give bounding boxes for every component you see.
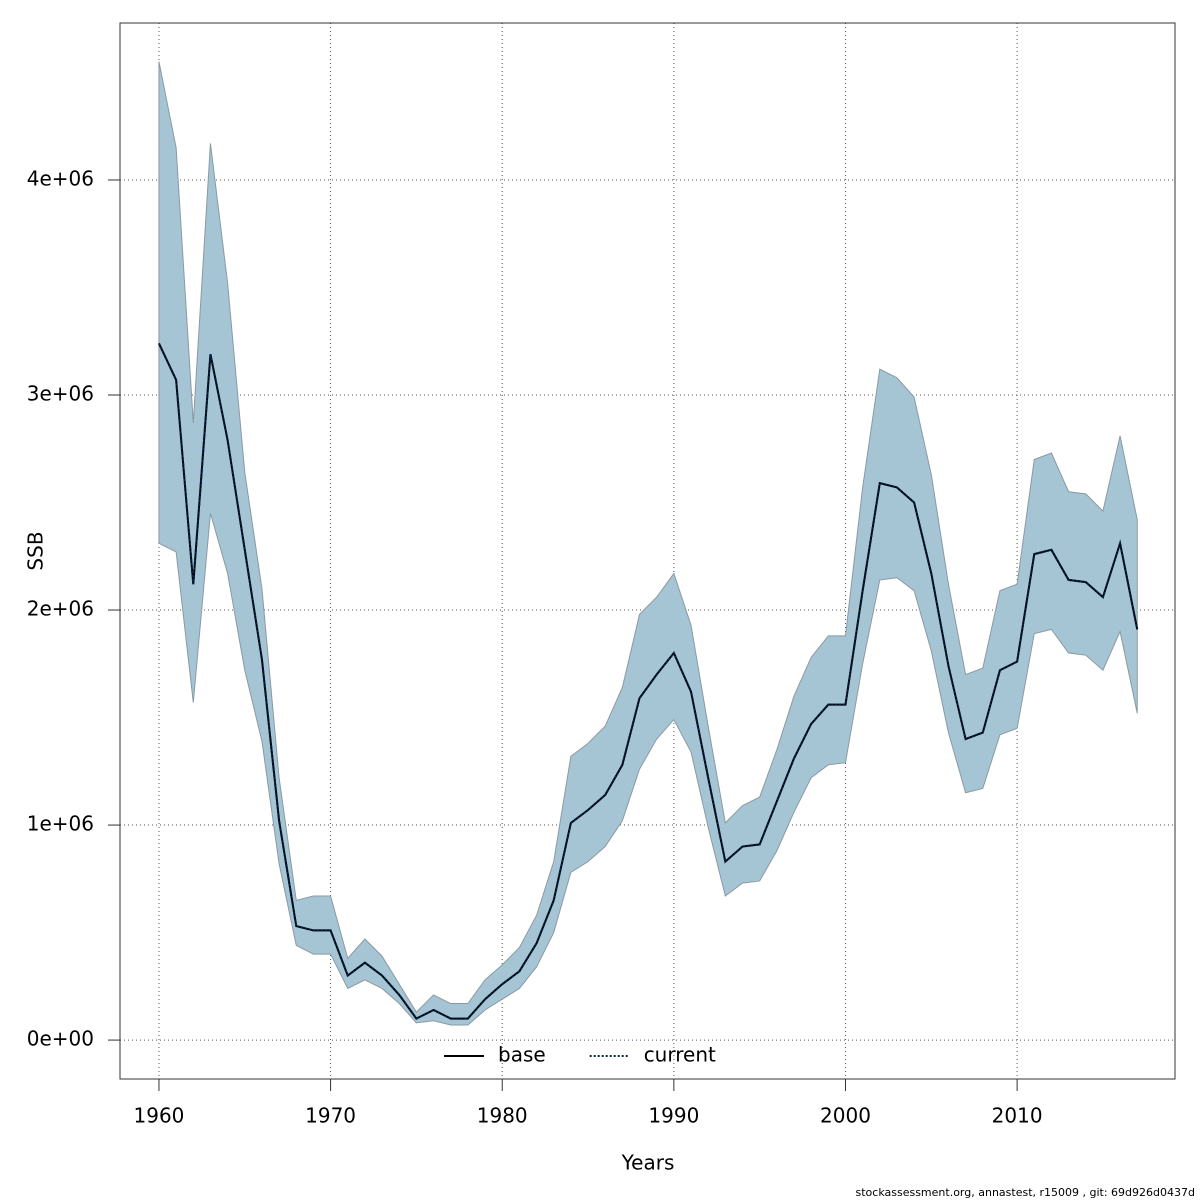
y-tick-label: 4e+06 <box>27 166 94 190</box>
x-tick-label: 1970 <box>305 1104 356 1128</box>
plot-frame <box>119 22 1176 1080</box>
x-axis-label: Years <box>621 1151 675 1175</box>
footer-note: stockassessment.org, annastest, r15009 ,… <box>856 1186 1196 1199</box>
y-tick-label: 2e+06 <box>27 597 94 621</box>
y-tick-label: 3e+06 <box>27 381 94 405</box>
x-tick-label: 2010 <box>992 1104 1043 1128</box>
confidence-band <box>158 61 1138 1026</box>
x-tick-label: 1980 <box>477 1104 528 1128</box>
y-tick-label: 0e+00 <box>27 1027 94 1051</box>
legend-label: current <box>644 1043 716 1067</box>
y-axis-label: SSB <box>24 531 48 570</box>
series-line <box>158 342 1139 1020</box>
y-tick-label: 1e+06 <box>27 812 94 836</box>
x-tick-label: 1990 <box>648 1104 699 1128</box>
legend-label: base <box>498 1043 546 1067</box>
x-tick-label: 2000 <box>820 1104 871 1128</box>
x-tick-label: 1960 <box>134 1104 185 1128</box>
